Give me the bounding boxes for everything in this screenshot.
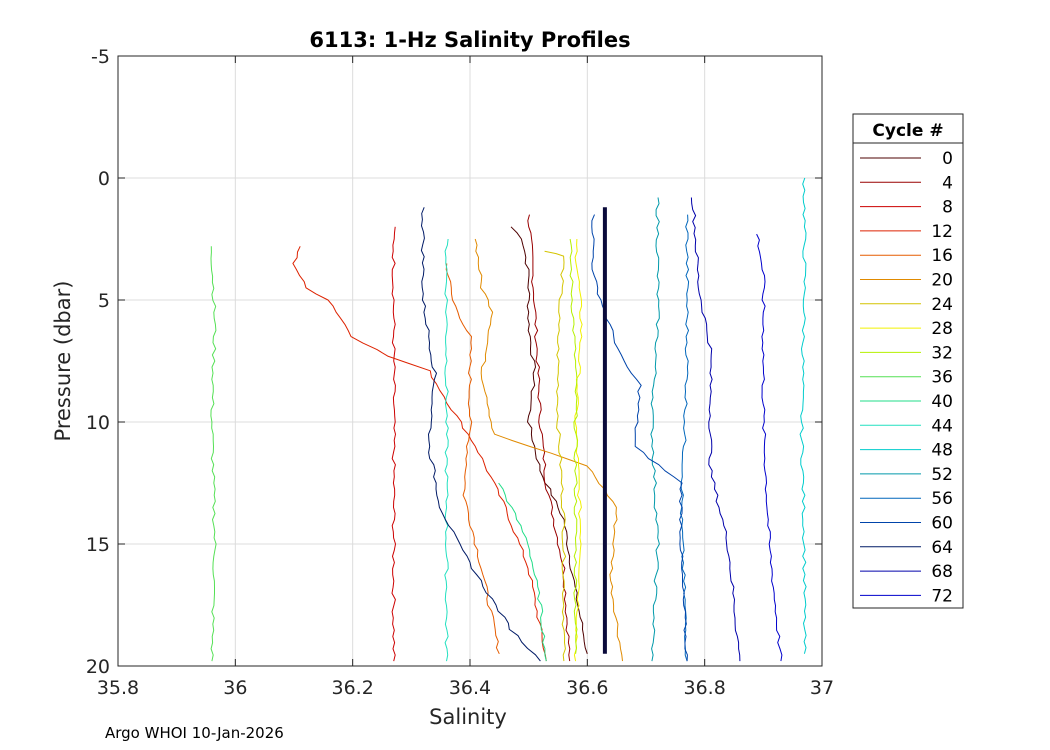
series-layer (210, 177, 807, 662)
x-axis-label: Salinity (429, 705, 507, 729)
x-tick-label: 36 (223, 677, 247, 699)
legend-label-20: 20 (931, 271, 953, 291)
legend: Cycle # 04812162024283236404448525660646… (852, 113, 964, 609)
series-line-cycle-48 (799, 177, 807, 654)
series-line-cycle-28 (573, 238, 583, 662)
x-tick-label: 37 (810, 677, 834, 699)
legend-label-0: 0 (942, 149, 953, 169)
x-tick-label: 36.6 (566, 677, 608, 699)
legend-label-40: 40 (931, 392, 953, 412)
series-line-cycle-52 (650, 197, 660, 662)
y-tick-label: 0 (98, 168, 110, 190)
legend-label-60: 60 (931, 514, 953, 534)
series-line-cycle-44 (444, 238, 449, 662)
series-line-cycle-56 (679, 214, 690, 662)
series-line-cycle-36 (210, 246, 217, 662)
series-line-cycle-64 (420, 207, 541, 662)
legend-label-56: 56 (931, 489, 953, 509)
y-tick-label: 20 (86, 656, 110, 678)
y-axis-ticks: -5 0 5 10 15 20 (86, 46, 822, 678)
legend-label-12: 12 (931, 222, 953, 242)
legend-title: Cycle # (872, 121, 943, 141)
legend-label-4: 4 (942, 173, 953, 193)
legend-label-8: 8 (942, 198, 953, 218)
series-line-cycle-68 (690, 197, 741, 662)
legend-label-32: 32 (931, 343, 953, 363)
x-tick-label: 35.8 (97, 677, 139, 699)
series-line-cycle-40 (498, 482, 547, 662)
legend-label-28: 28 (931, 319, 953, 339)
legend-label-24: 24 (931, 295, 953, 315)
footer-credit: Argo WHOI 10-Jan-2026 (105, 724, 284, 742)
legend-label-52: 52 (931, 465, 953, 485)
x-axis-ticks: 35.8 36 36.2 36.4 36.6 36.8 37 (97, 56, 834, 699)
x-tick-label: 36.2 (332, 677, 374, 699)
series-line-cycle-0 (510, 226, 588, 654)
x-tick-label: 36.8 (684, 677, 726, 699)
series-line-cycle-20 (474, 238, 623, 662)
legend-label-72: 72 (931, 586, 953, 606)
series-line-cycle-12 (292, 246, 547, 662)
series-line-cycle-16 (445, 263, 500, 655)
legend-label-16: 16 (931, 246, 953, 266)
legend-label-48: 48 (931, 441, 953, 461)
series-line-cycle-72 (756, 233, 783, 662)
series-line-cycle-24 (544, 250, 567, 662)
legend-label-64: 64 (931, 538, 953, 558)
legend-label-44: 44 (931, 416, 953, 436)
y-axis-label: Pressure (dbar) (51, 281, 75, 442)
chart-title: 6113: 1-Hz Salinity Profiles (309, 28, 630, 52)
y-tick-label: 10 (86, 412, 110, 434)
series-line-cycle-32 (569, 238, 578, 654)
y-tick-label: 5 (98, 290, 110, 312)
series-line-cycle-8 (391, 226, 396, 662)
y-tick-label: 15 (86, 534, 110, 556)
legend-box (852, 113, 964, 609)
series-line-cycle-60 (591, 214, 688, 662)
legend-label-68: 68 (931, 562, 953, 582)
y-tick-label: -5 (91, 46, 110, 68)
grid-lines (118, 56, 822, 666)
series-line-cycle-4 (527, 214, 571, 662)
legend-label-36: 36 (931, 368, 953, 388)
x-tick-label: 36.4 (449, 677, 491, 699)
